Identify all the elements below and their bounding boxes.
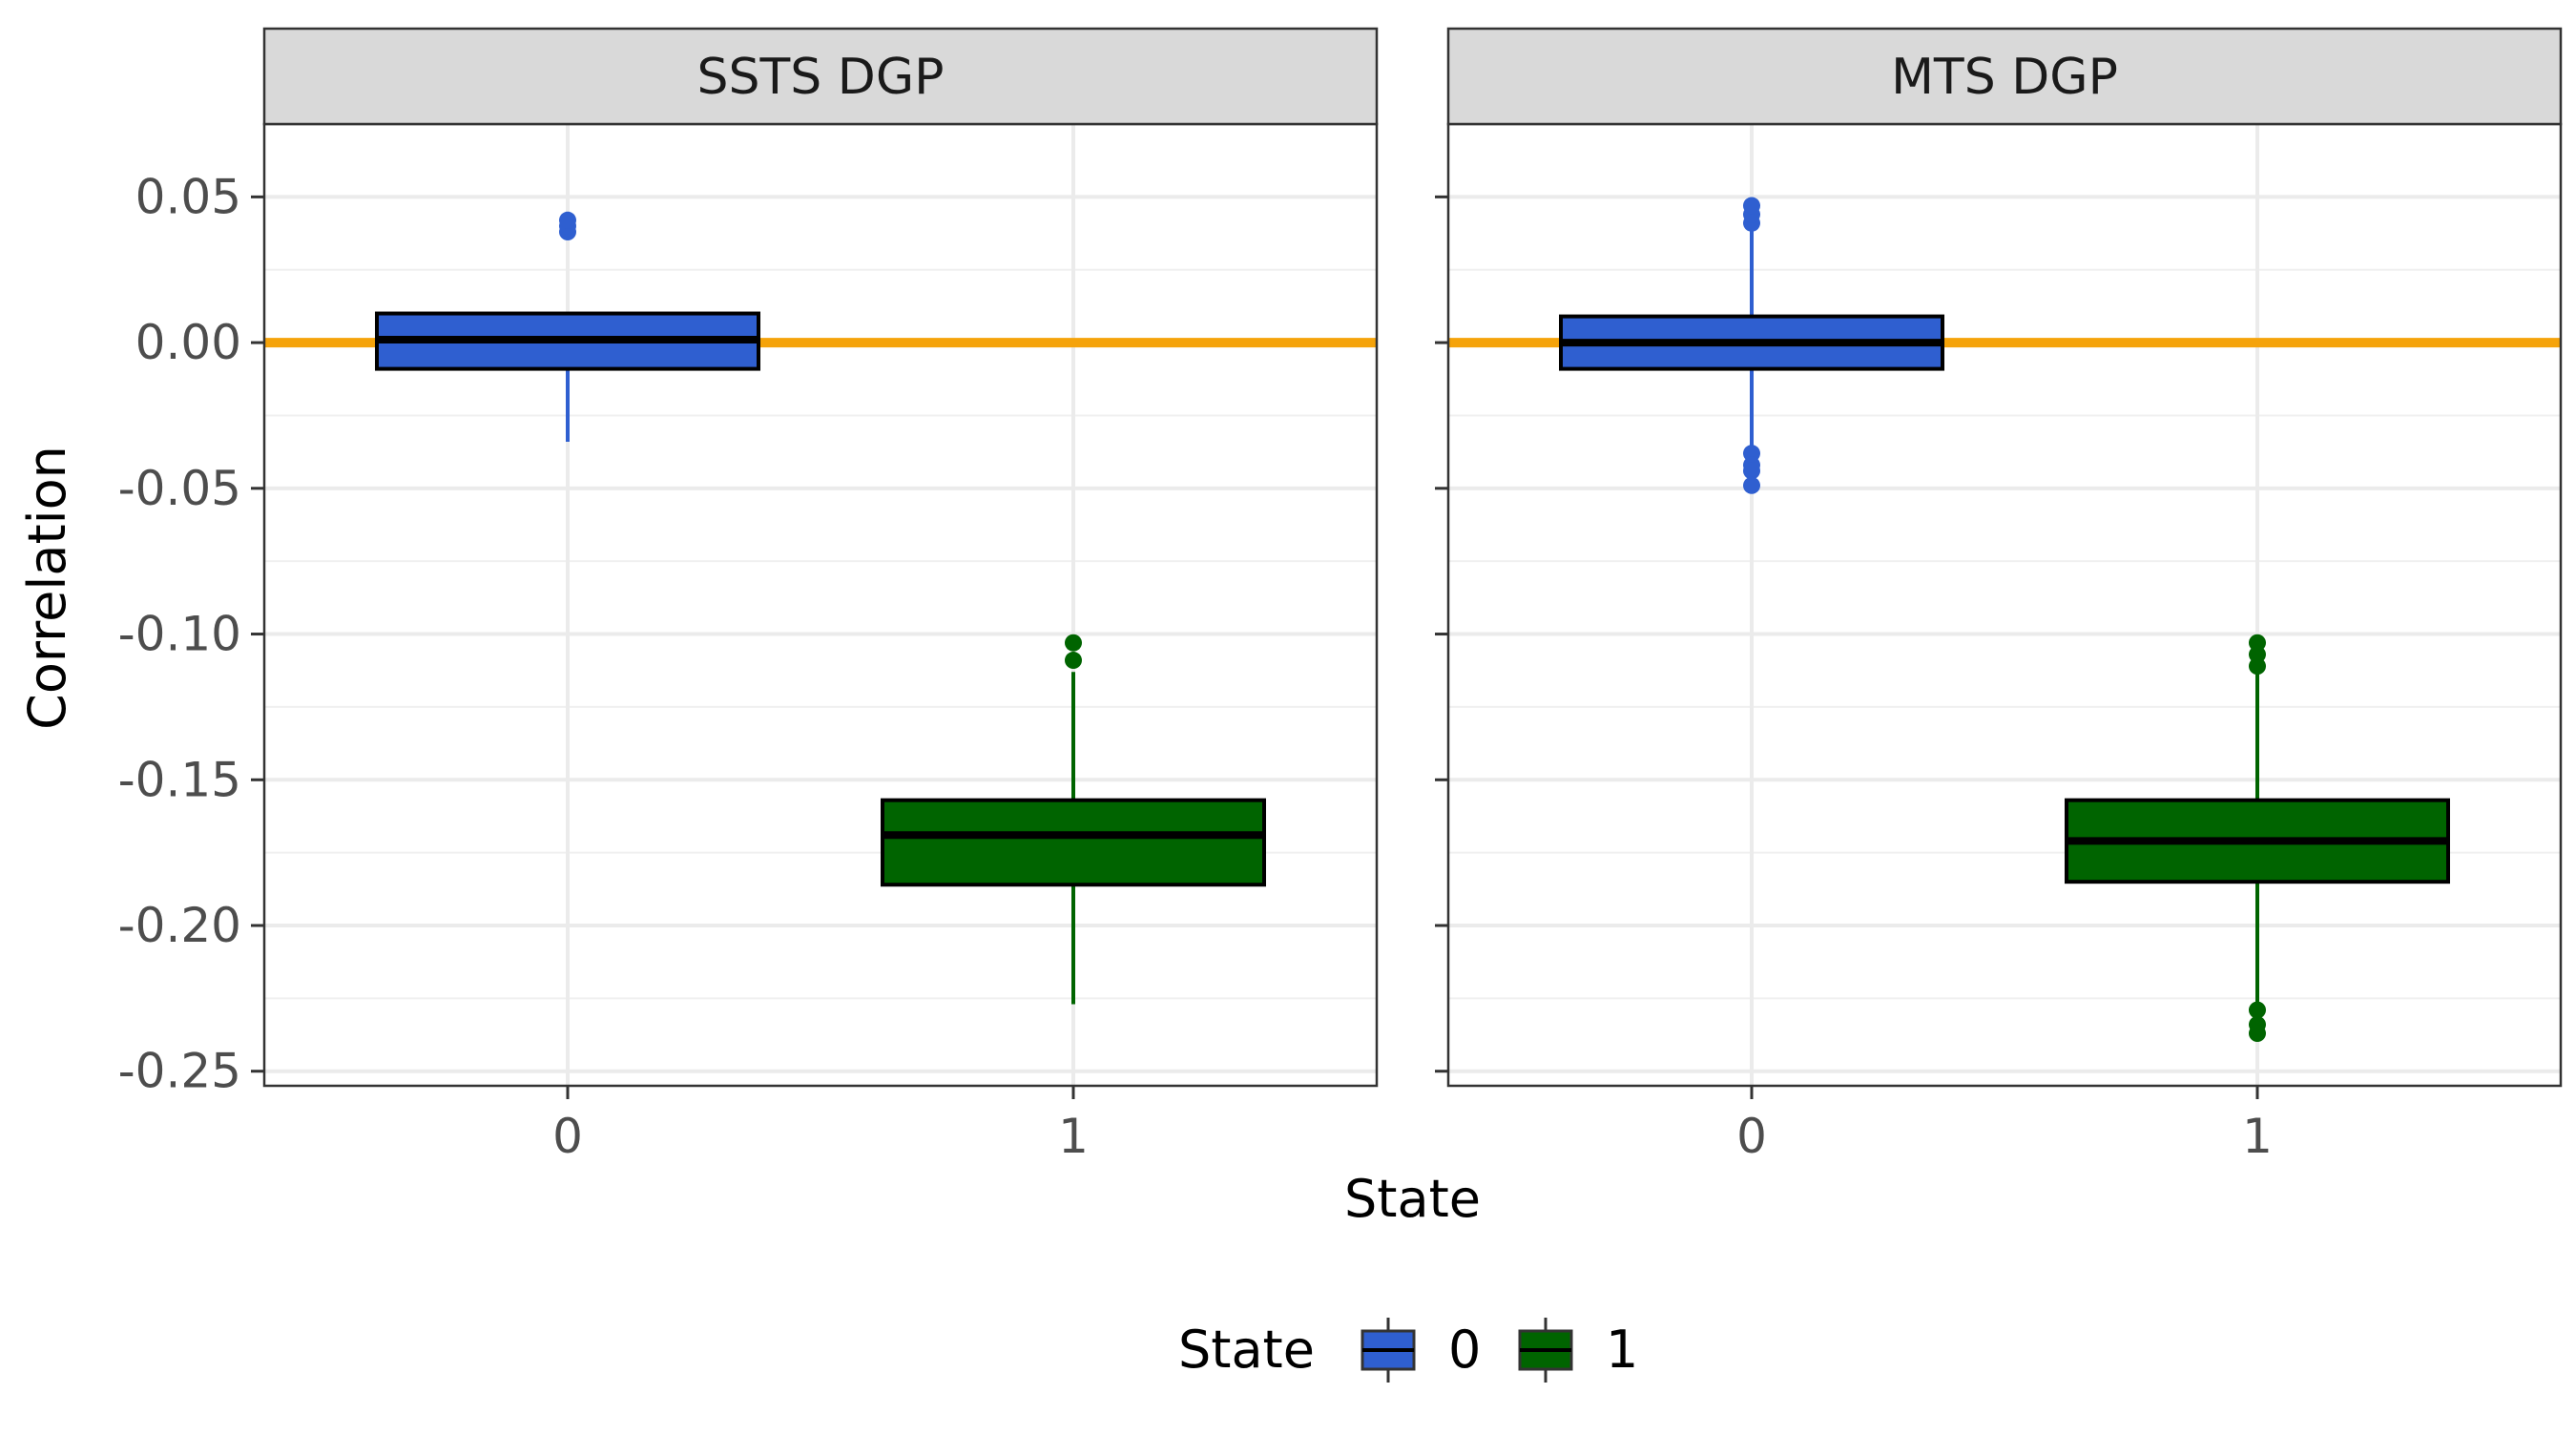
- x-axis-title: State: [1344, 1169, 1481, 1229]
- facets-layer: SSTS DGP 0 1 0.05 0.00 -0.05 -0.10 -0.15 -0.20 -0…: [118, 27, 2563, 1164]
- y-tick-label: -0.05: [118, 461, 241, 516]
- panel-background: [1448, 124, 2561, 1086]
- x-tick-label: 0: [552, 1109, 583, 1164]
- y-tick-label: -0.10: [118, 607, 241, 662]
- y-tick-label: -0.20: [118, 898, 241, 953]
- facet-strip-label: SSTS DGP: [696, 49, 944, 106]
- outlier-point: [2249, 1001, 2266, 1019]
- outlier-point: [1065, 652, 1082, 670]
- y-tick-label: 0.05: [135, 169, 241, 224]
- box-state-0: [1559, 197, 1944, 494]
- outlier-point: [1743, 462, 1760, 480]
- facet-strip: [262, 27, 1379, 126]
- facet-strip: [1446, 27, 2563, 126]
- outlier-point: [2249, 657, 2266, 676]
- x-tick-label: 1: [1058, 1109, 1089, 1164]
- x-tick-label: 0: [1736, 1109, 1767, 1164]
- facet-strip-label: MTS DGP: [1891, 49, 2118, 106]
- box-state-1: [881, 634, 1266, 1005]
- y-axis-title: Correlation: [17, 446, 77, 730]
- box-state-1: [2065, 634, 2450, 1043]
- box-state-0: [375, 211, 760, 442]
- legend-key-1: [1518, 1318, 1573, 1383]
- legend-label: 1: [1606, 1320, 1638, 1380]
- box-iqr: [881, 798, 1266, 887]
- legend-key-0: [1361, 1318, 1416, 1383]
- outlier-point: [1065, 634, 1082, 652]
- outlier-point: [559, 211, 576, 229]
- y-tick-label: 0.00: [135, 315, 241, 370]
- panel-background: [264, 124, 1377, 1086]
- facet-panel-0: SSTS DGP 0 1 0.05 0.00 -0.05 -0.10 -0.15 -0.20 -0…: [118, 27, 1379, 1164]
- legend-title: State: [1178, 1320, 1315, 1380]
- legend: State 0 1: [1178, 1318, 1638, 1383]
- legend-label: 0: [1448, 1320, 1481, 1380]
- outlier-point: [2249, 1025, 2266, 1043]
- facet-panel-1: MTS DGP 0 1: [1435, 27, 2563, 1164]
- outlier-point: [1743, 476, 1760, 494]
- y-tick-label: -0.25: [118, 1044, 241, 1099]
- outlier-point: [1743, 197, 1760, 215]
- y-tick-label: -0.15: [118, 752, 241, 807]
- x-tick-label: 1: [2242, 1109, 2273, 1164]
